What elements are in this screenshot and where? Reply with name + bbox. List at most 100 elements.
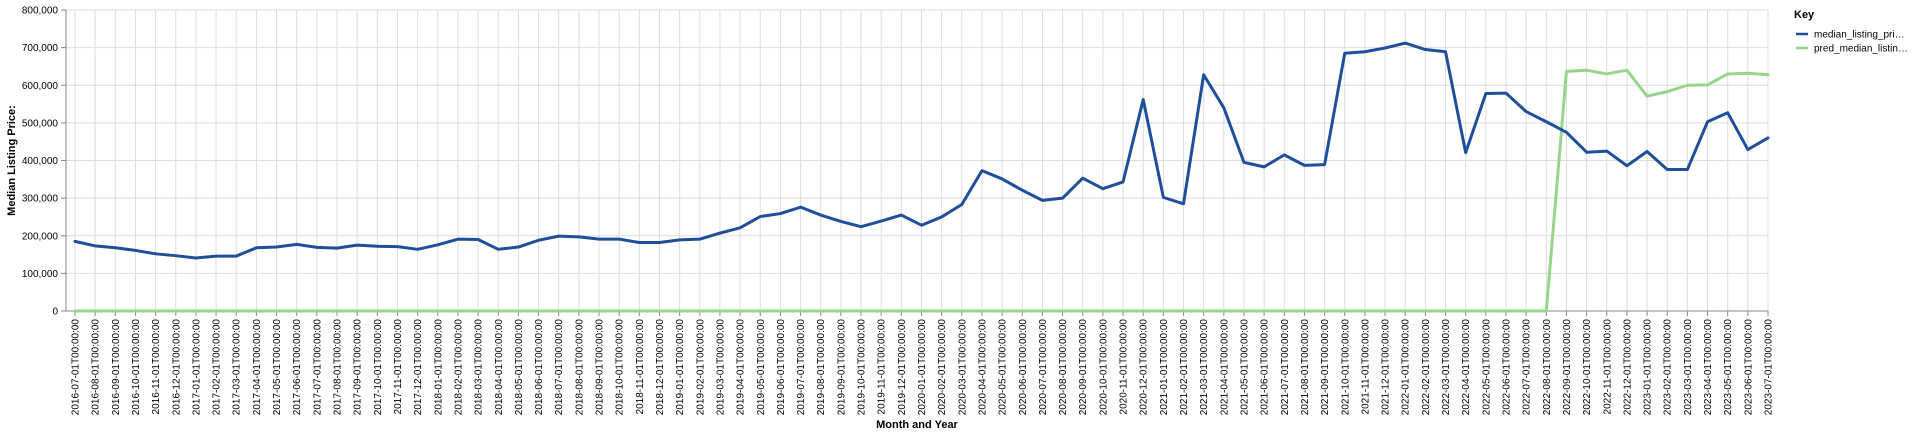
x-tick-label: 2021-09-01T00:00:00 [1320,319,1331,416]
legend-label-1: pred_median_listin… [1814,44,1908,55]
x-tick-label: 2019-03-01T00:00:00 [715,319,726,416]
x-tick-label: 2022-08-01T00:00:00 [1542,319,1553,416]
x-tick-label: 2023-03-01T00:00:00 [1683,319,1694,416]
x-tick-label: 2020-12-01T00:00:00 [1139,319,1150,416]
x-tick-label: 2020-11-01T00:00:00 [1119,319,1130,415]
x-tick-label: 2019-01-01T00:00:00 [675,319,686,416]
grid-lines [65,9,1769,312]
x-tick-label: 2023-05-01T00:00:00 [1723,319,1734,416]
x-tick-label: 2022-02-01T00:00:00 [1421,319,1432,416]
x-tick-label: 2023-02-01T00:00:00 [1663,319,1674,416]
x-tick-label: 2017-06-01T00:00:00 [292,319,303,416]
x-tick-label: 2018-06-01T00:00:00 [534,319,545,416]
x-tick-label: 2019-06-01T00:00:00 [776,319,787,416]
y-axis-title: Median Listing Price: [6,105,18,216]
y-axis: 0 100,000 200,000 300,000 400,000 500,000 600,… [22,6,66,318]
x-tick-label: 2016-10-01T00:00:00 [131,319,142,416]
series-lines [73,41,1770,313]
y-tick-label: 600,000 [22,81,59,92]
x-tick-label: 2022-11-01T00:00:00 [1602,319,1613,415]
x-tick-label: 2019-05-01T00:00:00 [756,319,767,416]
x-tick-label: 2019-07-01T00:00:00 [796,319,807,416]
x-tick-label: 2019-10-01T00:00:00 [857,319,868,416]
x-tick-label: 2020-07-01T00:00:00 [1038,319,1049,416]
x-tick-label: 2017-05-01T00:00:00 [272,319,283,416]
x-tick-label: 2021-02-01T00:00:00 [1179,319,1190,416]
x-tick-label: 2022-10-01T00:00:00 [1582,319,1593,416]
x-tick-label: 2017-12-01T00:00:00 [413,319,424,416]
x-tick-label: 2018-11-01T00:00:00 [635,319,646,415]
x-tick-label: 2020-03-01T00:00:00 [957,319,968,416]
x-tick-label: 2018-09-01T00:00:00 [595,319,606,416]
x-tick-label: 2019-12-01T00:00:00 [897,319,908,416]
x-tick-label: 2016-11-01T00:00:00 [151,319,162,415]
x-tick-label: 2019-11-01T00:00:00 [877,319,888,415]
legend-label-0: median_listing_pri… [1814,30,1905,41]
x-tick-label: 2018-08-01T00:00:00 [574,319,585,416]
y-tick-label: 400,000 [22,156,59,167]
x-tick-label: 2017-01-01T00:00:00 [191,319,202,416]
x-tick-label: 2021-03-01T00:00:00 [1199,319,1210,416]
x-tick-label: 2017-02-01T00:00:00 [212,319,223,416]
y-tick-label: 300,000 [22,194,59,205]
x-tick-label: 2018-03-01T00:00:00 [474,319,485,416]
x-tick-label: 2019-09-01T00:00:00 [836,319,847,416]
y-tick-label: 700,000 [22,43,59,54]
x-tick-label: 2017-08-01T00:00:00 [333,319,344,416]
x-tick-label: 2017-09-01T00:00:00 [353,319,364,416]
series-line-1 [73,68,1770,313]
x-tick-label: 2023-07-01T00:00:00 [1764,319,1775,416]
x-tick-label: 2022-05-01T00:00:00 [1481,319,1492,416]
y-tick-label: 0 [52,307,58,318]
x-tick-label: 2023-04-01T00:00:00 [1703,319,1714,416]
x-tick-label: 2021-06-01T00:00:00 [1260,319,1271,416]
x-tick-label: 2018-10-01T00:00:00 [615,319,626,416]
series-line-0 [73,41,1770,260]
x-tick-label: 2020-05-01T00:00:00 [998,319,1009,416]
x-tick-label: 2020-04-01T00:00:00 [977,319,988,416]
x-tick-label: 2018-01-01T00:00:00 [433,319,444,416]
x-tick-label: 2022-01-01T00:00:00 [1401,319,1412,416]
x-tick-label: 2019-02-01T00:00:00 [695,319,706,416]
x-tick-label: 2022-07-01T00:00:00 [1522,319,1533,416]
x-tick-label: 2021-08-01T00:00:00 [1300,319,1311,416]
x-tick-label: 2022-12-01T00:00:00 [1622,319,1633,416]
x-tick-label: 2016-12-01T00:00:00 [171,319,182,416]
x-tick-label: 2022-04-01T00:00:00 [1461,319,1472,416]
x-tick-label: 2021-07-01T00:00:00 [1280,319,1291,416]
x-tick-label: 2020-08-01T00:00:00 [1058,319,1069,416]
x-tick-label: 2018-02-01T00:00:00 [453,319,464,416]
x-tick-label: 2017-07-01T00:00:00 [312,319,323,416]
x-tick-label: 2018-05-01T00:00:00 [514,319,525,416]
x-tick-label: 2018-04-01T00:00:00 [494,319,505,416]
x-tick-label: 2021-11-01T00:00:00 [1360,319,1371,415]
x-tick-label: 2020-09-01T00:00:00 [1078,319,1089,416]
x-tick-label: 2020-01-01T00:00:00 [917,319,928,416]
x-tick-label: 2019-08-01T00:00:00 [816,319,827,416]
x-tick-label: 2017-03-01T00:00:00 [232,319,243,416]
legend-title: Key [1794,9,1815,21]
x-axis-title: Month and Year [876,419,958,431]
x-tick-label: 2022-09-01T00:00:00 [1562,319,1573,416]
x-tick-label: 2021-05-01T00:00:00 [1239,319,1250,416]
x-tick-label: 2021-04-01T00:00:00 [1219,319,1230,416]
legend: Key median_listing_pri… pred_median_listi… [1794,9,1908,55]
x-tick-label: 2020-02-01T00:00:00 [937,319,948,416]
y-tick-label: 800,000 [22,6,59,17]
x-tick-label: 2019-04-01T00:00:00 [736,319,747,416]
x-tick-label: 2016-09-01T00:00:00 [111,319,122,416]
x-tick-label: 2018-12-01T00:00:00 [655,319,666,416]
x-tick-label: 2022-06-01T00:00:00 [1501,319,1512,416]
x-tick-label: 2021-10-01T00:00:00 [1340,319,1351,416]
x-tick-label: 2020-06-01T00:00:00 [1018,319,1029,416]
x-tick-label: 2017-04-01T00:00:00 [252,319,263,416]
x-tick-label: 2021-01-01T00:00:00 [1159,319,1170,416]
x-tick-label: 2022-03-01T00:00:00 [1441,319,1452,416]
x-tick-label: 2018-07-01T00:00:00 [554,319,565,416]
x-tick-label: 2023-06-01T00:00:00 [1743,319,1754,416]
x-tick-label: 2016-07-01T00:00:00 [71,319,82,416]
x-axis: 2016-07-01T00:00:00 2016-08-01T00:00:00 20… [71,311,1775,415]
x-tick-label: 2017-11-01T00:00:00 [393,319,404,415]
y-tick-label: 200,000 [22,231,59,242]
